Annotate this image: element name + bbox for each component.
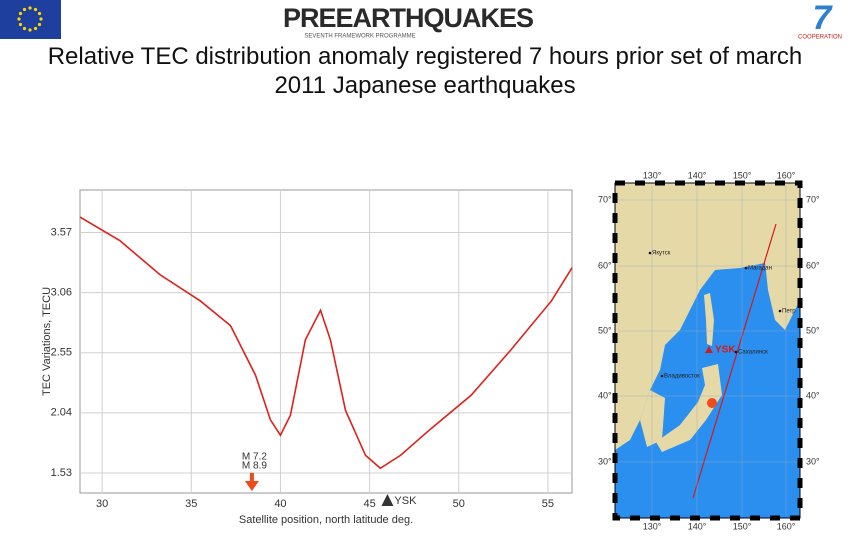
- title-box: Relative TEC distribution anomaly regist…: [47, 43, 803, 99]
- star: [33, 26, 38, 31]
- y-axis-label: TEC Variations, TECU: [41, 287, 53, 396]
- y-tick-label: 2.55: [51, 347, 72, 359]
- slide-title: Relative TEC distribution anomaly regist…: [47, 43, 803, 99]
- star: [28, 28, 32, 32]
- star: [18, 11, 23, 16]
- star: [22, 7, 27, 12]
- x-tick-label: 35: [185, 498, 197, 510]
- lat-label: 50°: [806, 325, 820, 335]
- land-japan: [656, 364, 722, 452]
- lat-label: 60°: [598, 260, 612, 270]
- star: [22, 26, 27, 31]
- station-marker: [381, 494, 394, 506]
- station-label: YSK: [394, 495, 417, 507]
- lon-label: 160°: [777, 170, 796, 180]
- x-axis-label: Satellite position, north latitude deg.: [239, 514, 413, 526]
- lat-label: 30°: [598, 456, 612, 466]
- place-label: Якутск: [652, 251, 671, 257]
- star: [28, 6, 32, 10]
- y-tick-label: 3.57: [51, 226, 72, 238]
- quake-label: M 7.2: [242, 452, 267, 463]
- satellite-track: [692, 223, 777, 499]
- land-kamchatka: [765, 250, 800, 330]
- x-tick-label: 55: [542, 498, 554, 510]
- place-label: Магадан: [748, 266, 772, 272]
- right-logo-text: COOPERATION: [798, 35, 842, 41]
- place-dot: [660, 374, 664, 378]
- fp7-logo: 7: [813, 0, 834, 37]
- lon-label: 130°: [643, 521, 662, 531]
- ysk-marker: [705, 346, 713, 353]
- lon-label: 140°: [688, 521, 707, 531]
- lat-label: 70°: [806, 194, 820, 204]
- x-tick-label: 30: [96, 498, 108, 510]
- star: [17, 17, 21, 21]
- place-dot: [744, 266, 748, 270]
- lat-label: 70°: [598, 194, 612, 204]
- land-sakhalin: [704, 293, 714, 346]
- star: [37, 11, 42, 16]
- lon-label: 150°: [733, 170, 752, 180]
- eu-flag: [0, 0, 61, 39]
- star: [37, 22, 42, 27]
- place-label: Владивосток: [664, 374, 700, 380]
- lat-label: 40°: [806, 390, 820, 400]
- quake-label: M 8.9: [242, 461, 267, 472]
- map: [612, 180, 803, 521]
- x-tick-label: 40: [274, 498, 286, 510]
- epicenter: [707, 398, 717, 408]
- lat-label: 50°: [598, 325, 612, 335]
- land-korea: [640, 390, 665, 447]
- place-label: YSK: [715, 345, 736, 356]
- land-asia: [615, 183, 800, 450]
- eu-stars: [17, 6, 43, 32]
- place-dot: [734, 350, 738, 354]
- logo-subtext: SEVENTH FRAMEWORK PROGRAMME: [304, 34, 415, 40]
- quake-arrow-head: [244, 481, 259, 491]
- lon-label: 160°: [777, 521, 796, 531]
- place-dot: [778, 309, 782, 313]
- lat-label: 40°: [598, 390, 612, 400]
- place-label: Сахалинск: [738, 350, 768, 356]
- x-tick-label: 50: [453, 498, 465, 510]
- place-label: Петр: [782, 309, 796, 315]
- logo-text: PREEARTHQUAKES: [283, 3, 533, 33]
- lon-label: 140°: [688, 170, 707, 180]
- x-tick-label: 45: [363, 498, 375, 510]
- star: [18, 22, 23, 27]
- lat-label: 60°: [806, 260, 820, 270]
- map-frame-line: [614, 182, 801, 519]
- data-line: [79, 216, 573, 470]
- lon-label: 150°: [733, 521, 752, 531]
- y-tick-label: 2.04: [51, 407, 72, 419]
- plot-area: [79, 189, 573, 494]
- lat-label: 30°: [806, 456, 820, 466]
- y-tick-label: 3.06: [51, 286, 72, 298]
- place-dot: [648, 251, 652, 255]
- y-tick-label: 1.53: [51, 467, 72, 479]
- star: [39, 17, 43, 21]
- lon-label: 130°: [643, 170, 662, 180]
- star: [33, 7, 38, 12]
